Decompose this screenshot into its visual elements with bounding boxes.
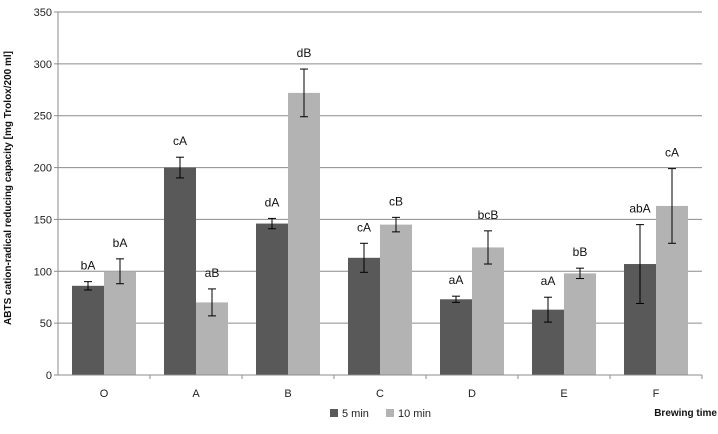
x-tick-label: B (284, 388, 291, 400)
y-tick-label: 150 (34, 214, 52, 226)
bar-label: cA (357, 220, 371, 234)
bars (72, 92, 688, 375)
x-tick-label: D (468, 388, 476, 400)
y-tick-label: 250 (34, 111, 52, 123)
bar-label: cB (389, 194, 403, 208)
bar-5min-O (72, 285, 104, 375)
legend-swatch (386, 409, 394, 417)
bar-10min-E (564, 273, 596, 375)
bar-label: aA (541, 274, 556, 288)
bar-label: bA (113, 236, 128, 250)
y-axis-ticks: 0 50 100 150 200 250 300 350 (34, 7, 58, 382)
y-tick-label: 300 (34, 59, 52, 71)
bar-5min-D (440, 299, 472, 375)
bar-label: bB (573, 245, 588, 259)
y-tick-label: 200 (34, 163, 52, 175)
y-tick-label: 350 (34, 7, 52, 19)
legend-label: 5 min (342, 408, 369, 420)
legend-label: 10 min (398, 408, 431, 420)
bar-10min-O (104, 271, 136, 375)
bar-10min-B (288, 92, 320, 375)
x-tick-label: C (376, 388, 384, 400)
bar-label: aB (205, 266, 220, 280)
y-tick-label: 100 (34, 266, 52, 278)
bar-label: aA (449, 273, 464, 287)
y-axis-title: ABTS cation-radical reducing capacity [m… (3, 51, 14, 325)
bar-label: abA (629, 202, 650, 216)
x-tick-label: A (192, 388, 200, 400)
bar-label: bcB (478, 208, 499, 222)
bar-label: cA (665, 146, 679, 160)
bar-10min-C (380, 224, 412, 375)
y-tick-label: 50 (40, 318, 52, 330)
bar-label: cA (173, 134, 187, 148)
x-axis-title: Brewing time (654, 408, 717, 419)
bar-label: bA (81, 259, 96, 273)
bar-5min-C (348, 257, 380, 375)
bar-10min-D (472, 247, 504, 375)
bar-5min-B (256, 223, 288, 375)
x-tick-label: O (100, 388, 109, 400)
x-tick-label: E (560, 388, 567, 400)
legend: 5 min 10 min (330, 408, 431, 420)
bar-label: dB (297, 46, 312, 60)
legend-swatch (330, 409, 338, 417)
bar-labels: bA bA cA aB dA dB cA cB aA bcB aA bB abA cA (81, 46, 679, 288)
bar-5min-A (164, 167, 196, 375)
error-bars (84, 68, 676, 323)
y-tick-label: 0 (46, 370, 52, 382)
x-tick-label: F (653, 388, 660, 400)
bar-label: dA (265, 195, 280, 209)
